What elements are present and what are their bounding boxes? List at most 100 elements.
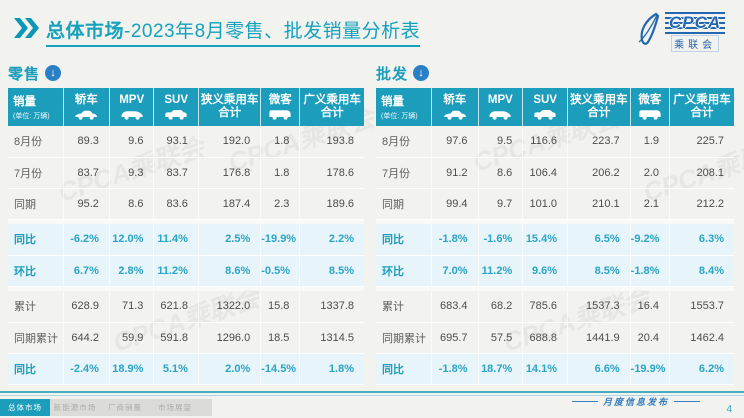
row-label: 环比 — [376, 255, 432, 287]
value-cell: 785.6 — [522, 291, 569, 323]
spacer-row — [8, 219, 364, 224]
row-label: 8月份 — [8, 126, 64, 158]
row-label: 同期 — [8, 188, 64, 220]
table-header-row: 销量 (单位: 万辆) 轿车 MPV SUV 狭义乘用车 合计 微客 广义乘用车 合计 — [8, 88, 364, 126]
value-cell: -0.5% — [260, 255, 301, 287]
row-label: 同比 — [8, 224, 64, 256]
cpca-logo-cn-text: 乘联会 — [671, 35, 720, 52]
value-cell: 187.4 — [198, 188, 262, 220]
suv-icon — [523, 109, 567, 120]
value-cell: 95.2 — [63, 188, 110, 220]
value-cell: 628.9 — [63, 291, 110, 323]
column-header-cell: 狭义乘用车 合计 — [567, 88, 631, 126]
value-cell: 116.6 — [522, 126, 569, 158]
value-cell: 1462.4 — [669, 322, 734, 354]
value-cell: 210.1 — [567, 188, 631, 220]
value-cell: 621.8 — [153, 291, 199, 323]
value-cell: -6.2% — [63, 224, 110, 256]
table-row: 7月份 91.2 8.6 106.4 206.2 2.0 208.1 — [376, 157, 734, 189]
value-cell: 2.2% — [299, 224, 364, 256]
value-cell: 16.4 — [630, 291, 671, 323]
value-cell: 14.1% — [522, 353, 569, 385]
column-header-cell: 轿车 — [431, 88, 479, 126]
value-cell: 8.5% — [567, 255, 631, 287]
value-cell: 2.8% — [109, 255, 155, 287]
value-cell: 93.1 — [153, 126, 199, 158]
row-label: 同比 — [8, 353, 64, 385]
table-row: 7月份 83.7 9.3 83.7 176.8 1.8 178.6 — [8, 157, 364, 189]
footer-tab-4[interactable]: 市场展望 — [158, 403, 192, 412]
column-header-cell: 微客 — [260, 88, 301, 126]
value-cell: 176.8 — [198, 157, 262, 189]
value-cell: 9.6% — [522, 255, 569, 287]
footer-tab-3[interactable]: 厂商销量 — [108, 403, 142, 412]
table-row: 环比 7.0% 11.2% 9.6% 8.5% -1.8% 8.4% — [376, 255, 734, 287]
value-cell: 9.6 — [109, 126, 155, 158]
value-cell: 1441.9 — [567, 322, 631, 354]
value-cell: 11.4% — [153, 224, 199, 256]
release-label: 月度信息发布 — [571, 395, 700, 408]
footer-tab-1[interactable]: 总体市场 — [0, 399, 50, 416]
row-label: 7月份 — [8, 157, 64, 189]
wholesale-table: 销量 (单位: 万辆) 轿车 MPV SUV 狭义乘用车 合计 微客 广义乘用车 合计 8月份 9… — [376, 88, 734, 385]
value-cell: 1.8 — [260, 157, 301, 189]
retail-section: 零售 ↓ 销量 (单位: 万辆) 轿车 MPV SUV 狭义乘用车 合计 微客 广义乘用车 合… — [8, 60, 364, 385]
spacer-row — [376, 219, 734, 224]
value-cell: 97.6 — [431, 126, 479, 158]
value-cell: 1.8% — [299, 353, 364, 385]
value-cell: 223.7 — [567, 126, 631, 158]
value-cell: 15.4% — [522, 224, 569, 256]
value-cell: 178.6 — [299, 157, 364, 189]
row-label: 7月份 — [376, 157, 432, 189]
release-dash-left — [571, 401, 598, 402]
release-text: 月度信息发布 — [602, 397, 669, 407]
footer-tab-2[interactable]: 新能源市场 — [53, 403, 97, 412]
value-cell: 68.2 — [478, 291, 524, 323]
page-title-rest: -2023年8月零售、批发销量分析表 — [124, 21, 421, 42]
column-header-cell: 微客 — [630, 88, 671, 126]
value-cell: 89.3 — [63, 126, 110, 158]
value-cell: -1.6% — [478, 224, 524, 256]
value-cell: 1537.3 — [567, 291, 631, 323]
column-header-cell: SUV — [153, 88, 199, 126]
table-row: 8月份 97.6 9.5 116.6 223.7 1.9 225.7 — [376, 126, 734, 158]
value-cell: 83.6 — [153, 188, 199, 220]
row-label: 8月份 — [376, 126, 432, 158]
column-header-cell: 广义乘用车 合计 — [299, 88, 364, 126]
minibus-icon — [631, 109, 669, 120]
table-row: 同期累计 695.7 57.5 688.8 1441.9 20.4 1462.4 — [376, 322, 734, 354]
value-cell: 99.4 — [431, 188, 479, 220]
value-cell: 2.0% — [198, 353, 262, 385]
column-header-cell: MPV — [109, 88, 155, 126]
value-cell: 18.5 — [260, 322, 301, 354]
row-label: 累计 — [8, 291, 64, 323]
value-cell: -9.2% — [630, 224, 671, 256]
column-header-cell: 广义乘用车 合计 — [669, 88, 734, 126]
row-label: 累计 — [376, 291, 432, 323]
footer-divider — [0, 391, 744, 396]
table-row: 累计 628.9 71.3 621.8 1322.0 15.8 1337.8 — [8, 291, 364, 323]
cpca-logo-text: CPCA — [665, 12, 726, 34]
value-cell: 688.8 — [522, 322, 569, 354]
value-cell: 208.1 — [669, 157, 734, 189]
value-cell: 106.4 — [522, 157, 569, 189]
value-cell: 5.1% — [153, 353, 199, 385]
suv-icon — [154, 109, 198, 120]
value-cell: 225.7 — [669, 126, 734, 158]
value-cell: 91.2 — [431, 157, 479, 189]
value-cell: 83.7 — [153, 157, 199, 189]
sales-header-cell: 销量 (单位: 万辆) — [8, 88, 64, 126]
spacer-row — [8, 286, 364, 291]
value-cell: 1314.5 — [299, 322, 364, 354]
value-cell: 1.9 — [630, 126, 671, 158]
value-cell: 192.0 — [198, 126, 262, 158]
value-cell: 11.2% — [153, 255, 199, 287]
value-cell: 59.9 — [109, 322, 155, 354]
table-row: 同比 -2.4% 18.9% 5.1% 2.0% -14.5% 1.8% — [8, 353, 364, 385]
column-header-cell: MPV — [478, 88, 524, 126]
value-cell: 6.3% — [669, 224, 734, 256]
row-label: 同期累计 — [8, 322, 64, 354]
down-arrow-icon: ↓ — [45, 65, 62, 81]
value-cell: 2.5% — [198, 224, 262, 256]
value-cell: 6.2% — [669, 353, 734, 385]
